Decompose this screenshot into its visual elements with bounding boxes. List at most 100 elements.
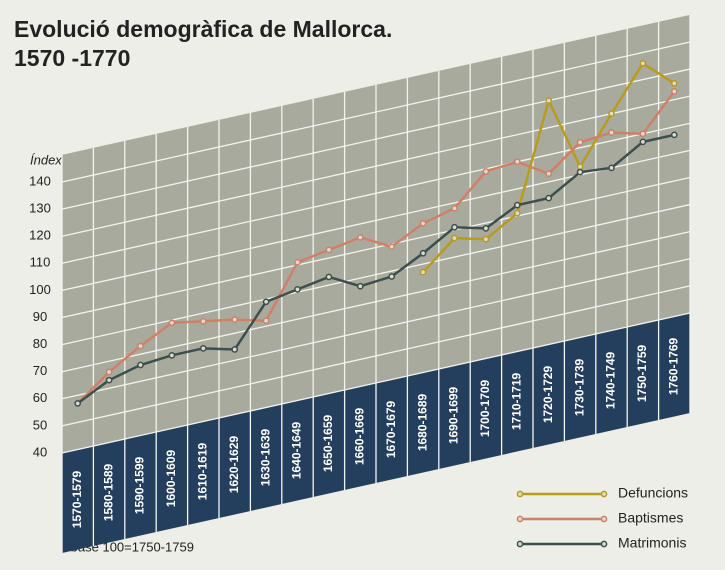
data-point xyxy=(639,59,647,67)
x-tick-label: 1700-1709 xyxy=(478,379,492,437)
data-point xyxy=(608,164,615,172)
data-point xyxy=(137,361,144,369)
x-tick-label: 1670-1679 xyxy=(384,400,398,458)
y-tick-label: 140 xyxy=(29,173,51,188)
data-point xyxy=(513,201,521,209)
x-tick-label: 1600-1609 xyxy=(164,449,178,507)
x-tick-label: 1730-1739 xyxy=(572,358,586,416)
data-point xyxy=(74,400,82,407)
grid-line xyxy=(61,149,691,292)
y-tick-label: 130 xyxy=(29,201,51,216)
x-tick-label: 1760-1769 xyxy=(666,337,680,395)
data-point xyxy=(262,317,270,325)
data-point xyxy=(639,138,647,146)
grid-line xyxy=(61,68,691,210)
x-tick-label: 1710-1719 xyxy=(509,372,523,430)
data-point xyxy=(419,249,427,257)
data-point xyxy=(388,273,396,280)
x-tick-label: 1640-1649 xyxy=(290,421,304,479)
chart-title: Evolució demogràfica de Mallorca. xyxy=(14,16,392,42)
legend-dot xyxy=(600,490,608,498)
y-tick-label: 120 xyxy=(29,228,51,243)
legend-dot xyxy=(516,540,524,548)
data-point xyxy=(294,286,301,293)
x-tick-label: 1580-1589 xyxy=(101,463,115,521)
y-tick-label: 50 xyxy=(33,417,47,432)
data-point xyxy=(419,220,427,227)
legend-label: Matrimonis xyxy=(618,535,686,551)
data-point xyxy=(325,273,333,281)
data-point xyxy=(576,168,584,176)
grid-line xyxy=(61,122,691,264)
legend-label: Defuncions xyxy=(618,485,688,501)
x-tick-label: 1680-1689 xyxy=(415,393,429,451)
x-tick-label: 1590-1599 xyxy=(133,456,147,514)
data-point xyxy=(608,129,615,136)
series-line xyxy=(76,133,675,405)
grid-line xyxy=(61,231,691,373)
data-point xyxy=(545,97,553,104)
data-point xyxy=(388,243,396,251)
data-point xyxy=(356,234,364,241)
x-tick-label: 1750-1759 xyxy=(635,344,649,402)
data-point xyxy=(231,316,239,323)
y-tick-label: 90 xyxy=(33,309,47,324)
data-point xyxy=(451,204,458,212)
y-tick-label: 40 xyxy=(33,444,47,459)
data-point xyxy=(231,346,239,353)
y-tick-label: 80 xyxy=(33,336,47,351)
data-point xyxy=(325,246,333,254)
data-point xyxy=(294,258,301,266)
legend-dot xyxy=(516,515,524,523)
data-point xyxy=(105,376,113,384)
data-point xyxy=(670,80,678,87)
data-point xyxy=(513,158,521,166)
data-point xyxy=(451,223,458,231)
data-point xyxy=(482,235,490,243)
x-tick-label: 1720-1729 xyxy=(541,365,555,423)
data-point xyxy=(419,268,427,276)
data-point xyxy=(356,282,364,290)
data-point xyxy=(639,130,647,138)
data-point xyxy=(451,234,458,242)
data-point xyxy=(513,209,521,217)
y-axis-label: Índex* xyxy=(30,152,68,167)
data-point xyxy=(105,368,113,376)
x-tick-label: 1650-1659 xyxy=(321,414,335,472)
x-tick-label: 1570-1579 xyxy=(70,470,84,528)
legend-dot xyxy=(600,540,608,548)
grid-line xyxy=(61,95,691,237)
data-point xyxy=(545,170,553,178)
legend-dot xyxy=(600,515,608,523)
x-tick-label: 1690-1699 xyxy=(447,386,461,444)
data-point xyxy=(608,110,615,118)
data-point xyxy=(670,88,678,95)
grid-line xyxy=(61,312,691,454)
data-point xyxy=(545,194,553,202)
data-point xyxy=(199,344,207,352)
y-tick-label: 60 xyxy=(33,390,47,405)
y-tick-label: 110 xyxy=(30,255,51,270)
x-tick-label: 1740-1749 xyxy=(604,351,618,409)
data-point xyxy=(482,168,490,175)
series-line xyxy=(76,90,676,405)
grid-line xyxy=(61,285,691,427)
x-tick-label: 1660-1669 xyxy=(352,407,366,465)
y-tick-label: 70 xyxy=(33,363,47,378)
data-point xyxy=(576,138,584,146)
grid-line xyxy=(61,258,691,400)
data-point xyxy=(199,317,207,325)
legend-dot xyxy=(516,490,524,498)
y-tick-label: 100 xyxy=(29,282,51,297)
data-point xyxy=(670,131,678,139)
x-tick-label: 1610-1619 xyxy=(195,442,209,500)
data-point xyxy=(262,298,270,306)
data-point xyxy=(576,163,584,171)
data-point xyxy=(482,225,490,232)
x-tick-label: 1620-1629 xyxy=(227,435,241,493)
chart-subtitle: 1570 -1770 xyxy=(14,45,130,71)
data-point xyxy=(168,351,176,359)
grid-line xyxy=(61,203,691,346)
grid-line xyxy=(61,41,691,183)
